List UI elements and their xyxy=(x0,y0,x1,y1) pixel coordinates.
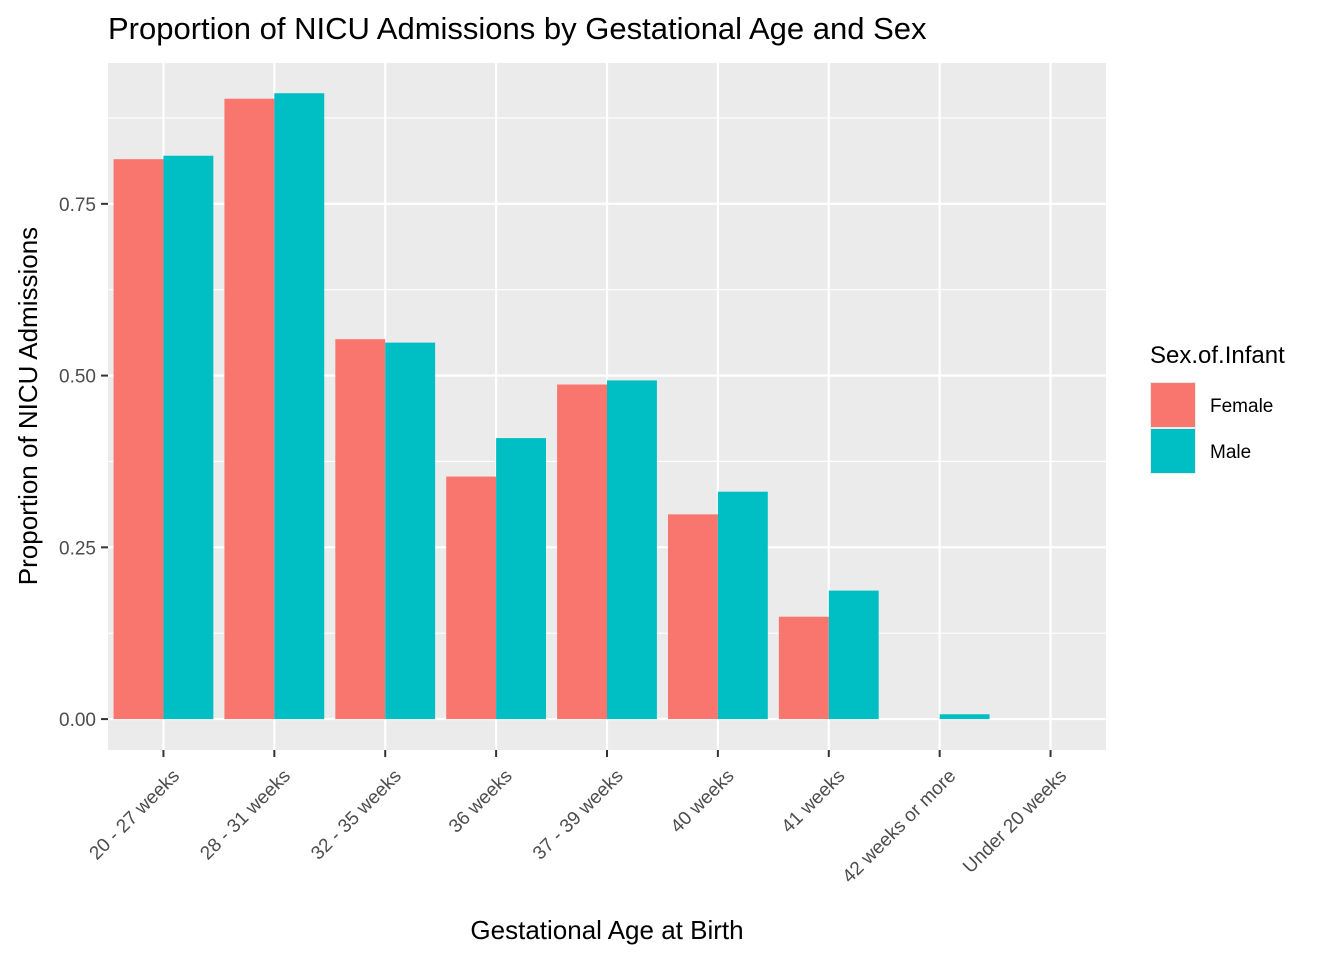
bar-male-5 xyxy=(717,491,768,720)
bar-female-2 xyxy=(335,339,386,720)
y-tick-label: 0.75 xyxy=(59,195,96,216)
bar-female-0 xyxy=(113,159,164,720)
bars xyxy=(113,93,990,720)
legend-label-male: Male xyxy=(1210,442,1251,463)
x-tick-label: 40 weeks xyxy=(667,766,739,838)
chart-title: Proportion of NICU Admissions by Gestati… xyxy=(108,11,927,46)
bar-male-6 xyxy=(828,590,879,720)
x-tick-label: 32 - 35 weeks xyxy=(307,766,405,864)
bar-female-6 xyxy=(778,616,829,720)
x-tick-label: 28 - 31 weeks xyxy=(196,766,294,864)
y-axis-title: Proportion of NICU Admissions xyxy=(13,227,43,585)
x-tick-label: 37 - 39 weeks xyxy=(529,766,627,864)
x-tick-label: 36 weeks xyxy=(445,766,517,838)
bar-male-2 xyxy=(385,342,436,720)
bar-female-4 xyxy=(557,384,607,720)
x-tick-label: 41 weeks xyxy=(778,766,850,838)
legend-title: Sex.of.Infant xyxy=(1150,342,1285,369)
bar-female-3 xyxy=(446,476,497,720)
bar-male-4 xyxy=(607,380,657,720)
bar-female-1 xyxy=(224,98,275,720)
x-axis-title: Gestational Age at Birth xyxy=(470,915,743,945)
y-tick-label: 0.50 xyxy=(59,367,96,388)
bar-male-0 xyxy=(163,155,214,720)
bar-female-5 xyxy=(667,514,718,720)
legend-swatch-male xyxy=(1151,429,1195,473)
y-axis: 0.00 0.25 0.50 0.75 xyxy=(59,195,108,731)
x-axis: 20 - 27 weeks 28 - 31 weeks 32 - 35 weeks 3… xyxy=(86,750,1071,888)
bar-male-3 xyxy=(496,438,547,720)
x-tick-label: 42 weeks or more xyxy=(839,766,961,888)
x-tick-label: Under 20 weeks xyxy=(959,766,1071,878)
legend: Sex.of.Infant Female Male xyxy=(1150,342,1285,474)
legend-label-female: Female xyxy=(1210,396,1273,417)
y-tick-label: 0.25 xyxy=(59,538,96,559)
bar-male-1 xyxy=(274,93,325,720)
bar-male-7 xyxy=(939,714,990,720)
x-tick-label: 20 - 27 weeks xyxy=(86,766,184,864)
y-tick-label: 0.00 xyxy=(59,710,96,731)
legend-swatch-female xyxy=(1151,383,1195,427)
